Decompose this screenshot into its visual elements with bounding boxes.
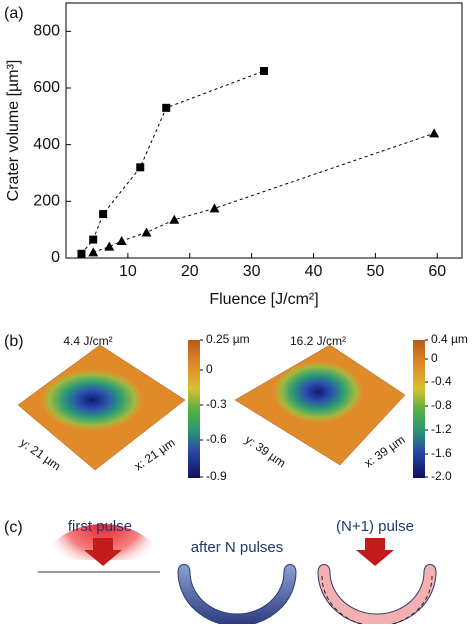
x-tick-label: 50 [366, 263, 384, 280]
colorbar [188, 340, 200, 478]
colorbar-label: -0.6 [206, 432, 227, 446]
panel-label: (b) [4, 333, 24, 350]
arrow [84, 538, 122, 566]
y-tick-label: 600 [33, 79, 60, 96]
y-tick-label: 200 [33, 193, 60, 210]
caption: after N pulses [191, 539, 284, 556]
axis-label: y: 39 µm [243, 432, 289, 470]
marker [141, 227, 152, 237]
axis-label: y: 21 µm [18, 435, 64, 473]
panel-title: 4.4 J/cm² [63, 334, 112, 348]
panel-label: (c) [4, 519, 23, 536]
y-axis-label: Crater volume [µm³] [5, 60, 22, 202]
x-tick-label: 10 [119, 263, 137, 280]
colorbar-label: -0.8 [431, 398, 452, 412]
marker [429, 128, 440, 138]
marker [99, 210, 108, 219]
panel-title: 16.2 J/cm² [290, 334, 346, 348]
dashed-line [81, 70, 265, 255]
marker [116, 236, 127, 245]
colorbar-label: 0 [431, 351, 438, 365]
marker [209, 203, 220, 213]
marker [136, 163, 145, 172]
colorbar-label: 0.25 µm [206, 332, 250, 346]
crater [274, 362, 362, 422]
colorbar-label: -1.2 [431, 422, 452, 436]
colorbar-label: -1.6 [431, 446, 452, 460]
marker [104, 241, 115, 251]
x-axis-label: Fluence [J/cm²] [209, 291, 318, 308]
axis-label: x: 21 µm [132, 435, 178, 473]
marker [260, 67, 268, 75]
mask [40, 560, 170, 572]
colorbar-label: 0 [206, 362, 213, 376]
caption: (N+1) pulse [336, 518, 414, 535]
crater-shell [177, 564, 297, 627]
arrow [356, 538, 394, 566]
caption: first pulse [68, 518, 132, 535]
colorbar-label: -0.4 [431, 374, 452, 388]
marker [88, 247, 99, 257]
marker [162, 103, 171, 112]
crater [42, 370, 142, 430]
x-tick-label: 30 [243, 263, 261, 280]
colorbar [413, 340, 425, 478]
x-tick-label: 20 [181, 263, 199, 280]
x-tick-label: 40 [305, 263, 323, 280]
y-tick-label: 800 [33, 23, 60, 40]
y-tick-label: 400 [33, 136, 60, 153]
y-tick-label: 0 [51, 249, 60, 266]
marker [89, 235, 98, 244]
next-profile [321, 575, 433, 627]
colorbar-label: 0.4 µm [431, 332, 468, 346]
colorbar-label: -2.0 [431, 469, 452, 483]
plot-frame [65, 2, 463, 259]
marker [77, 249, 86, 258]
crater-shell [317, 564, 437, 627]
axis-label: x: 39 µm [362, 432, 408, 470]
colorbar-label: -0.9 [206, 469, 227, 483]
panel-label: (a) [4, 5, 24, 22]
x-tick-label: 60 [428, 263, 446, 280]
marker [169, 214, 180, 224]
colorbar-label: -0.3 [206, 397, 227, 411]
